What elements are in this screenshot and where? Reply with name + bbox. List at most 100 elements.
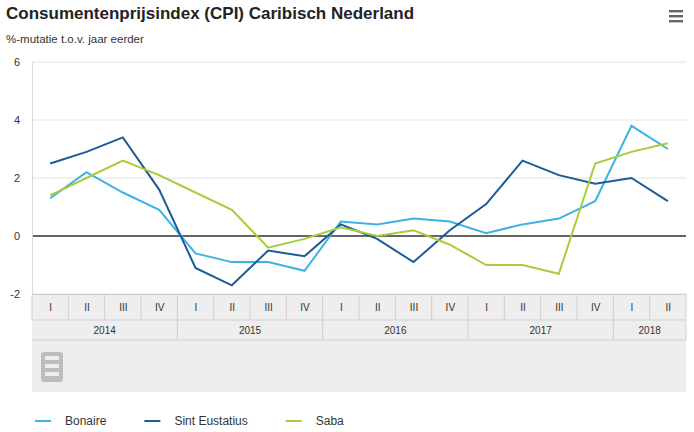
x-group-label: 2014 (94, 325, 117, 336)
series-line (50, 137, 668, 285)
x-group-label: 2015 (239, 325, 262, 336)
x-tick-label: IV (591, 302, 601, 313)
x-band-separator (649, 295, 650, 320)
x-band-separator (686, 295, 687, 320)
x-tick-label: II (520, 302, 526, 313)
y-tick-label: 4 (14, 114, 20, 126)
grid-line (32, 62, 686, 63)
x-axis-divider (32, 340, 686, 341)
x-tick-label: III (410, 302, 418, 313)
grid (32, 62, 686, 294)
x-band-separator (104, 295, 105, 320)
x-tick-label: II (375, 302, 381, 313)
x-tick-label: I (195, 302, 198, 313)
title: Consumentenprijsindex (CPI) Caribisch Ne… (6, 4, 414, 23)
logo (41, 352, 63, 382)
y-tick-label: 0 (14, 230, 20, 242)
x-tick-label: III (119, 302, 127, 313)
x-band-separator (213, 295, 214, 320)
y-tick-label: 2 (14, 172, 20, 184)
x-band-separator (322, 295, 323, 320)
x-group-separator (322, 320, 323, 340)
x-band-separator (177, 295, 178, 320)
x-tick-label: I (340, 302, 343, 313)
menu-bar[interactable] (669, 10, 683, 12)
subtitle: %-mutatie t.o.v. jaar eerder (6, 33, 144, 45)
x-tick-label: II (230, 302, 236, 313)
legend-item[interactable]: Bonaire (35, 414, 107, 428)
x-tick: II (520, 294, 526, 313)
x-tick: IV (155, 294, 165, 313)
logo-stripe (45, 364, 59, 368)
x-axis-area: 2014 2015 2016 2017 2018 (32, 295, 686, 392)
y-tick-label: 6 (14, 56, 20, 68)
x-group-separator (468, 320, 469, 340)
plot-lines (50, 126, 668, 285)
x-tick: I (340, 294, 343, 313)
legend-swatch[interactable] (286, 420, 302, 422)
x-band-separator (395, 295, 396, 320)
x-tick-label: I (631, 302, 634, 313)
x-tick: IV (591, 294, 601, 313)
x-tick-label: III (264, 302, 272, 313)
x-tick: III (119, 294, 127, 313)
grid-line (32, 178, 686, 179)
x-tick: II (84, 294, 90, 313)
series-line (50, 143, 668, 274)
x-band-separator (613, 295, 614, 320)
x-axis: IIIIIIIVIIIIIIIVIIIIIIIVIIIIIIIVIII (33, 294, 687, 313)
legend-label[interactable]: Sint Eustatius (174, 414, 247, 428)
x-group-label: 2018 (639, 325, 662, 336)
legend-item[interactable]: Saba (286, 414, 344, 428)
menu-bar[interactable] (669, 15, 683, 17)
x-tick-label: I (485, 302, 488, 313)
x-band-separator (540, 295, 541, 320)
legend-swatch[interactable] (144, 420, 160, 422)
x-band-separator (286, 295, 287, 320)
grid-line (32, 294, 686, 295)
x-band-separator (32, 295, 33, 320)
x-band-separator (468, 295, 469, 320)
x-group-separator (686, 320, 687, 340)
legend-item[interactable]: Sint Eustatius (144, 414, 247, 428)
x-band-separator (68, 295, 69, 320)
x-axis-line (33, 294, 687, 295)
x-group-label: 2017 (530, 325, 553, 336)
x-group-separator (613, 320, 614, 340)
x-tick: IV (300, 294, 310, 313)
zero-line (32, 235, 686, 237)
x-tick-label: II (666, 302, 672, 313)
x-band-separator (504, 295, 505, 320)
x-tick: I (49, 294, 52, 313)
x-tick: II (375, 294, 381, 313)
y-tick: -2 (10, 288, 32, 300)
x-band-separator (431, 295, 432, 320)
x-tick: I (485, 294, 488, 313)
x-band-separator (141, 295, 142, 320)
x-tick: II (666, 294, 672, 313)
x-tick-label: IV (300, 302, 310, 313)
y-tick: 6 (14, 56, 32, 68)
x-tick-label: IV (446, 302, 456, 313)
legend: Bonaire Sint Eustatius Saba (35, 414, 344, 428)
y-tick-label: -2 (10, 288, 20, 300)
x-tick-label: IV (155, 302, 165, 313)
logo-shape (41, 352, 63, 382)
x-tick-label: III (555, 302, 563, 313)
x-tick-label: I (49, 302, 52, 313)
legend-label[interactable]: Bonaire (65, 414, 107, 428)
logo-stripe (45, 372, 59, 376)
x-tick: III (555, 294, 563, 313)
y-axis: -2 0 2 4 6 (10, 56, 32, 300)
x-band-separator (359, 295, 360, 320)
menu-bar[interactable] (669, 20, 683, 22)
x-group-label: 2016 (384, 325, 407, 336)
x-axis-background (32, 295, 686, 392)
legend-label[interactable]: Saba (316, 414, 344, 428)
x-tick: III (264, 294, 272, 313)
series-line (50, 126, 668, 271)
x-tick: I (631, 294, 634, 313)
legend-swatch[interactable] (35, 420, 51, 422)
logo-stripe (45, 356, 59, 360)
menu-icon[interactable] (669, 10, 683, 22)
